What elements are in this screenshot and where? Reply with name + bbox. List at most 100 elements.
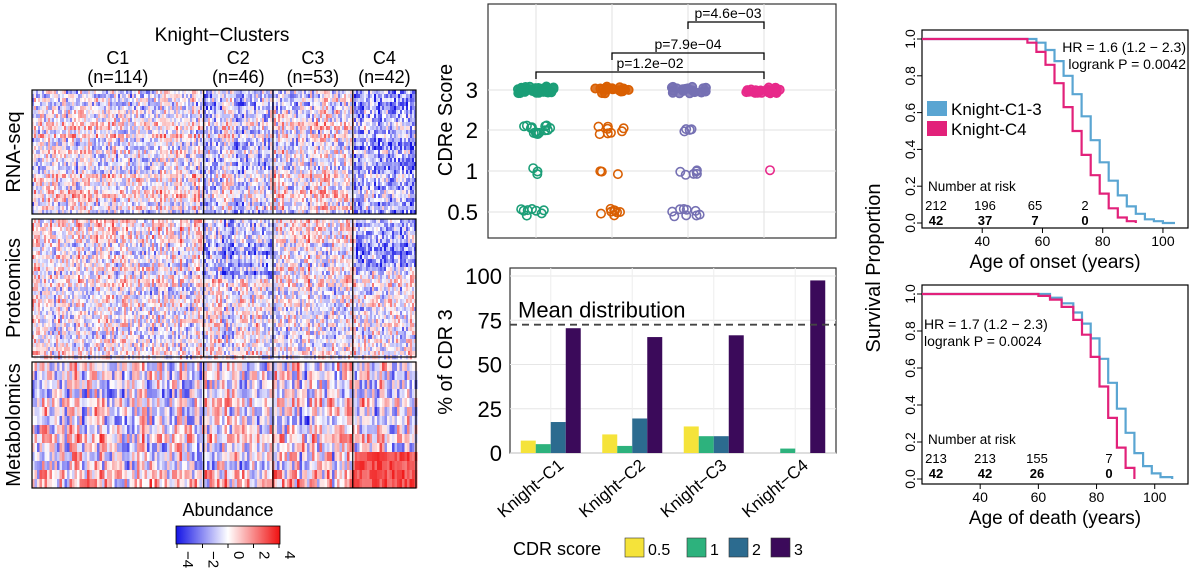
heatmap-cell — [126, 118, 129, 123]
heatmap-cell — [406, 106, 409, 111]
heatmap-cell — [166, 134, 169, 139]
heatmap-cell — [234, 134, 237, 139]
heatmap-cell — [136, 150, 139, 155]
heatmap-cell — [380, 94, 383, 99]
heatmap-cell — [326, 114, 329, 119]
heatmap-cell — [174, 114, 177, 119]
heatmap-cell — [208, 118, 211, 123]
heatmap-cell — [222, 130, 225, 135]
heatmap-cell — [188, 114, 191, 119]
heatmap-cell — [206, 138, 209, 143]
heatmap-cell — [156, 106, 159, 111]
heatmap-cell — [162, 130, 165, 135]
heatmap-cell — [256, 98, 259, 103]
heatmap-cell — [414, 146, 417, 151]
heatmap-cell — [110, 134, 113, 139]
heatmap-cell — [208, 102, 211, 107]
heatmap-cell — [96, 90, 99, 95]
heatmap-cell — [80, 102, 83, 107]
heatmap-blocks — [31, 89, 418, 489]
heatmap-cell — [126, 122, 129, 127]
heatmap-cell — [74, 126, 77, 131]
heatmap-cell — [298, 94, 301, 99]
heatmap-cell — [56, 122, 59, 127]
heatmap-cell — [104, 90, 107, 95]
heatmap-cell — [262, 102, 265, 107]
heatmap-cell — [260, 94, 263, 99]
heatmap-cell — [224, 146, 227, 151]
heatmap-cell — [62, 98, 65, 103]
heatmap-cell — [36, 150, 39, 155]
heatmap-cell — [254, 138, 257, 143]
heatmap-cell — [88, 150, 91, 155]
heatmap-cell — [36, 114, 39, 119]
heatmap-cell — [252, 94, 255, 99]
heatmap-cell — [74, 118, 77, 123]
heatmap-cell — [372, 114, 375, 119]
heatmap-cell — [76, 146, 79, 151]
heatmap-cell — [134, 94, 137, 99]
heatmap-cell — [242, 134, 245, 139]
heatmap-cell — [414, 122, 417, 127]
heatmap-cell — [330, 98, 333, 103]
heatmap-cell — [262, 134, 265, 139]
heatmap-cell — [308, 150, 311, 155]
heatmap-cell — [164, 118, 167, 123]
heatmap-cell — [260, 106, 263, 111]
heatmap-cell — [356, 106, 359, 111]
heatmap-cell — [412, 130, 415, 135]
heatmap-cell — [72, 102, 75, 107]
heatmap-cell — [180, 94, 183, 99]
heatmap-cell — [146, 134, 149, 139]
heatmap-cell — [102, 114, 105, 119]
heatmap-cell — [106, 146, 109, 151]
heatmap-cell — [170, 126, 173, 131]
heatmap-cell — [308, 130, 311, 135]
heatmap-cell — [178, 126, 181, 131]
heatmap-cell — [364, 130, 367, 135]
cluster-n: (n=53) — [287, 67, 340, 87]
heatmap-cell — [276, 126, 279, 131]
heatmap-cell — [264, 114, 267, 119]
heatmap-cell — [374, 94, 377, 99]
heatmap-cell — [138, 146, 141, 151]
heatmap-cell — [118, 146, 121, 151]
heatmap-cell — [224, 126, 227, 131]
heatmap-cell — [400, 142, 403, 147]
heatmap-cell — [320, 102, 323, 107]
heatmap-cell — [90, 134, 93, 139]
heatmap-cell — [306, 106, 309, 111]
heatmap-cell — [348, 102, 351, 107]
heatmap-cell — [374, 126, 377, 131]
heatmap-cell — [120, 146, 123, 151]
heatmap-cell — [114, 118, 117, 123]
heatmap-cell — [328, 106, 331, 111]
heatmap-cell — [184, 90, 187, 95]
heatmap-cell — [50, 106, 53, 111]
heatmap-cell — [326, 150, 329, 155]
heatmap-cell — [282, 122, 285, 127]
heatmap-cell — [328, 130, 331, 135]
heatmap-cell — [156, 90, 159, 95]
heatmap-cell — [322, 110, 325, 115]
heatmap-cell — [348, 134, 351, 139]
heatmap-cell — [252, 106, 255, 111]
heatmap-cell — [122, 110, 125, 115]
heatmap-cell — [334, 106, 337, 111]
heatmap-cell — [88, 118, 91, 123]
heatmap-cell — [242, 122, 245, 127]
heatmap-cell — [168, 94, 171, 99]
heatmap-cell — [410, 114, 413, 119]
heatmap-cell — [82, 118, 85, 123]
heatmap-cell — [270, 138, 273, 143]
heatmap-cell — [320, 122, 323, 127]
heatmap-cell — [376, 94, 379, 99]
heatmap-cell — [302, 90, 305, 95]
heatmap-cell — [198, 106, 201, 111]
heatmap-cell — [172, 122, 175, 127]
heatmap-cell — [40, 142, 43, 147]
heatmap-cell — [34, 122, 37, 127]
heatmap-cell — [286, 122, 289, 127]
heatmap-cell — [402, 130, 405, 135]
heatmap-cell — [262, 126, 265, 131]
